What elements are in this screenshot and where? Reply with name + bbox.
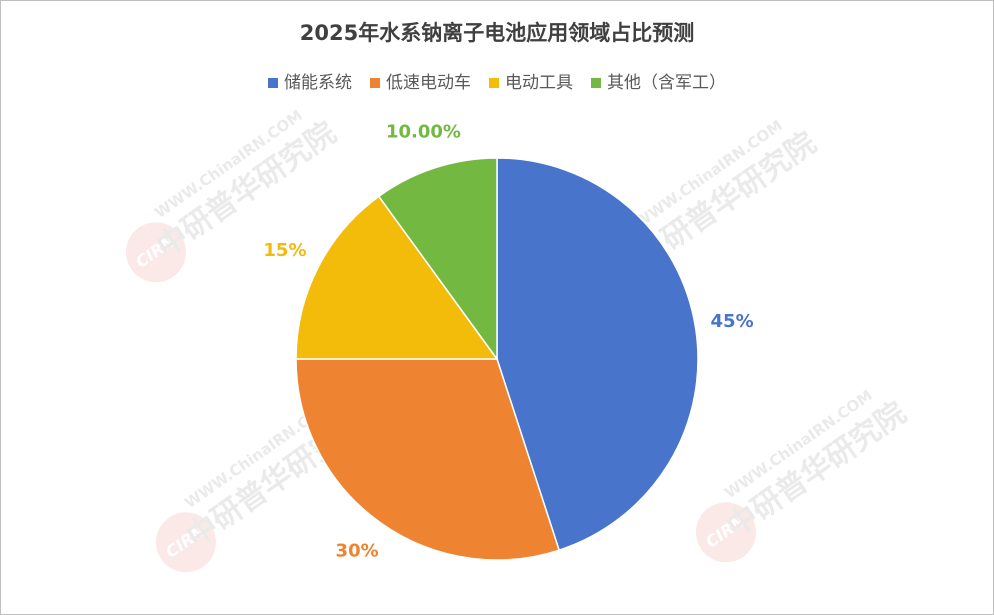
watermark-logo-circle <box>125 222 186 283</box>
legend-item: 储能系统 <box>268 73 352 93</box>
pie-slice <box>295 358 561 561</box>
legend-label: 储能系统 <box>284 73 352 93</box>
legend-swatch <box>591 78 601 88</box>
data-label: 10.00% <box>386 122 461 143</box>
legend: 储能系统 低速电动车 电动工具 其他（含军工） <box>268 73 726 93</box>
legend-label: 电动工具 <box>505 73 573 93</box>
pie-slice <box>295 195 499 360</box>
legend-label: 低速电动车 <box>386 73 471 93</box>
data-label: 15% <box>263 240 306 261</box>
pie: 45% 30% 15% 10.00% <box>263 122 753 562</box>
chart-title: 2025年水系钠离子电池应用领域占比预测 <box>300 21 694 45</box>
legend-swatch <box>268 78 278 88</box>
legend-item: 电动工具 <box>489 73 573 93</box>
legend-swatch <box>489 78 499 88</box>
data-label: 45% <box>711 311 754 332</box>
legend-label: 其他（含军工） <box>607 73 726 93</box>
legend-swatch <box>370 78 380 88</box>
legend-item: 其他（含军工） <box>591 73 726 93</box>
pie-slice <box>377 157 498 362</box>
legend-item: 低速电动车 <box>370 73 471 93</box>
watermark-logo-circle <box>695 502 756 563</box>
data-label: 30% <box>336 541 379 562</box>
pie-slice <box>496 157 699 552</box>
watermark-logo-circle <box>155 512 216 573</box>
